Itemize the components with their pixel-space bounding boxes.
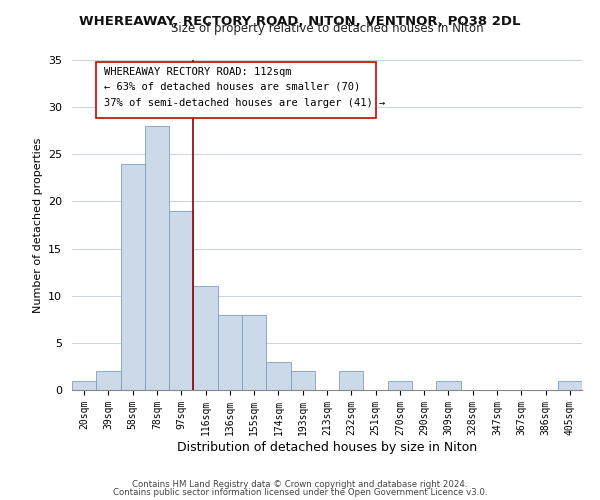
Bar <box>218 314 242 390</box>
Y-axis label: Number of detached properties: Number of detached properties <box>32 138 43 312</box>
Text: ← 63% of detached houses are smaller (70): ← 63% of detached houses are smaller (70… <box>104 82 360 92</box>
Text: 37% of semi-detached houses are larger (41) →: 37% of semi-detached houses are larger (… <box>104 98 385 108</box>
Text: WHEREAWAY RECTORY ROAD: 112sqm: WHEREAWAY RECTORY ROAD: 112sqm <box>104 66 291 76</box>
Title: Size of property relative to detached houses in Niton: Size of property relative to detached ho… <box>170 22 484 35</box>
Bar <box>242 314 266 390</box>
Text: Contains public sector information licensed under the Open Government Licence v3: Contains public sector information licen… <box>113 488 487 497</box>
Bar <box>388 380 412 390</box>
Bar <box>169 211 193 390</box>
Bar <box>72 380 96 390</box>
FancyBboxPatch shape <box>96 62 376 118</box>
Bar <box>145 126 169 390</box>
Bar <box>121 164 145 390</box>
Bar <box>290 371 315 390</box>
Bar <box>558 380 582 390</box>
Text: Contains HM Land Registry data © Crown copyright and database right 2024.: Contains HM Land Registry data © Crown c… <box>132 480 468 489</box>
Bar <box>436 380 461 390</box>
X-axis label: Distribution of detached houses by size in Niton: Distribution of detached houses by size … <box>177 440 477 454</box>
Bar <box>96 371 121 390</box>
Bar <box>193 286 218 390</box>
Bar <box>266 362 290 390</box>
Text: WHEREAWAY, RECTORY ROAD, NITON, VENTNOR, PO38 2DL: WHEREAWAY, RECTORY ROAD, NITON, VENTNOR,… <box>79 15 521 28</box>
Bar <box>339 371 364 390</box>
